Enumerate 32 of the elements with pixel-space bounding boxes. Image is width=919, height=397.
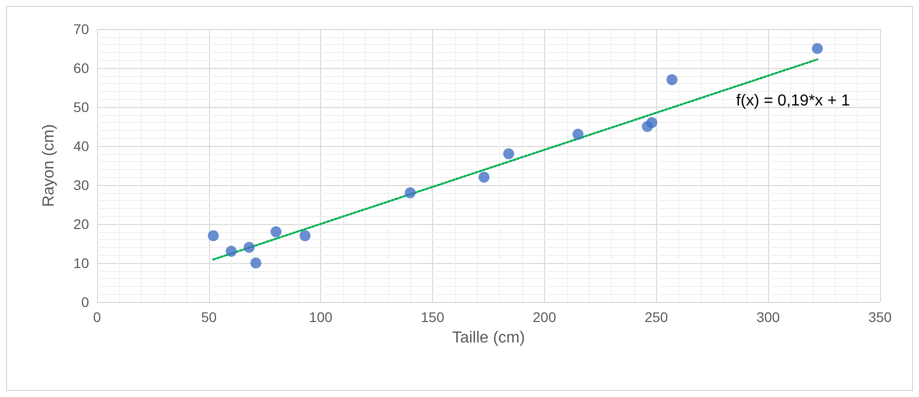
y-tick-label: 20 xyxy=(73,216,90,232)
annotation: f(x) = 0,19*x + 1 xyxy=(736,92,850,110)
point xyxy=(404,187,416,198)
point xyxy=(572,128,584,140)
point xyxy=(666,74,678,86)
point xyxy=(244,242,255,253)
point xyxy=(503,148,514,160)
y-tick-label: 60 xyxy=(73,60,90,76)
point xyxy=(270,226,282,238)
y-tick-label: 40 xyxy=(73,138,90,154)
point xyxy=(300,230,311,242)
x-tick-label: 150 xyxy=(420,309,444,325)
y-tick-label: 30 xyxy=(73,177,90,193)
x-tick-label: 350 xyxy=(868,309,892,325)
x-tick-label: 300 xyxy=(756,309,780,325)
x-tick-label: 50 xyxy=(201,309,217,325)
x-tick-label: 250 xyxy=(644,309,668,325)
point xyxy=(226,246,237,257)
y-tick-label: 50 xyxy=(73,99,90,115)
y-tick-label: 70 xyxy=(73,21,90,37)
y-axis-title: Rayon (cm) xyxy=(40,124,58,207)
point xyxy=(478,172,490,183)
x-tick-label: 200 xyxy=(532,309,556,325)
y-tick-label: 10 xyxy=(73,255,90,271)
point xyxy=(208,230,219,242)
point xyxy=(646,117,658,128)
x-tick-label: 0 xyxy=(93,309,102,325)
x-tick-label: 100 xyxy=(309,309,333,325)
point xyxy=(250,258,262,268)
x-axis-title: Taille (cm) xyxy=(452,330,525,346)
point xyxy=(812,43,823,54)
y-tick-label: 0 xyxy=(81,294,90,310)
